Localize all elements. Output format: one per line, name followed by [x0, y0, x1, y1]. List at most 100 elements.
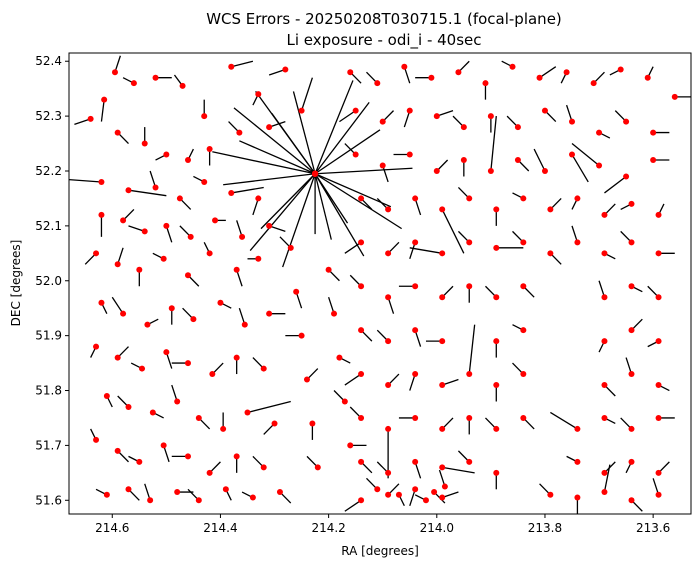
source-marker-59 — [149, 409, 156, 416]
source-marker-3 — [152, 74, 159, 81]
source-marker-49 — [93, 343, 100, 350]
error-vector-150 — [344, 241, 362, 254]
source-marker-151 — [385, 250, 392, 257]
source-marker-178 — [520, 327, 527, 334]
source-marker-114 — [352, 107, 359, 114]
source-marker-103 — [401, 63, 408, 70]
y-tick-label-2: 51.8 — [35, 384, 62, 398]
source-marker-226 — [314, 464, 321, 471]
x-tick-label-2: 214.2 — [311, 521, 345, 535]
source-marker-53 — [184, 360, 191, 367]
source-marker-70 — [206, 469, 213, 476]
source-marker-171 — [655, 294, 662, 301]
source-marker-160 — [628, 239, 635, 246]
source-marker-227 — [325, 266, 332, 273]
source-marker-164 — [412, 283, 419, 290]
source-marker-222 — [293, 288, 300, 295]
source-marker-184 — [412, 371, 419, 378]
x-tick-label-5: 213.6 — [636, 521, 670, 535]
source-marker-206 — [466, 458, 473, 465]
source-marker-176 — [466, 371, 473, 378]
source-marker-19 — [125, 187, 132, 194]
source-marker-219 — [628, 497, 635, 504]
source-marker-231 — [347, 442, 354, 449]
error-vector-83 — [260, 173, 316, 230]
source-marker-127 — [379, 162, 386, 169]
source-marker-215 — [439, 494, 446, 501]
source-marker-65 — [93, 436, 100, 443]
source-marker-38 — [206, 250, 213, 257]
source-marker-6 — [228, 63, 235, 70]
error-vector-92 — [314, 80, 354, 174]
source-marker-143 — [493, 206, 500, 213]
source-marker-221 — [287, 244, 294, 251]
error-vector-84 — [314, 173, 365, 257]
source-marker-117 — [433, 113, 440, 120]
source-marker-105 — [455, 69, 462, 76]
source-marker-150 — [358, 239, 365, 246]
source-marker-119 — [487, 113, 494, 120]
error-vector-99 — [314, 173, 349, 224]
source-marker-63 — [244, 409, 251, 416]
error-vector-94 — [314, 173, 402, 230]
source-marker-216 — [547, 491, 554, 498]
source-marker-68 — [160, 442, 167, 449]
source-marker-139 — [385, 206, 392, 213]
source-marker-182 — [358, 371, 365, 378]
source-marker-196 — [493, 425, 500, 432]
source-marker-200 — [628, 425, 635, 432]
source-marker-236 — [441, 483, 448, 490]
source-marker-218 — [601, 489, 608, 496]
source-marker-186 — [493, 382, 500, 389]
source-marker-195 — [466, 414, 473, 421]
error-vector-6 — [231, 60, 254, 68]
source-marker-180 — [628, 327, 635, 334]
error-vector-96 — [314, 102, 370, 175]
error-vector-176 — [468, 324, 476, 375]
source-marker-48 — [266, 310, 273, 317]
error-vector-100 — [255, 91, 316, 175]
error-vector-205 — [442, 466, 475, 474]
source-marker-162 — [358, 283, 365, 290]
source-marker-145 — [547, 206, 554, 213]
source-marker-112 — [644, 74, 651, 81]
source-marker-35 — [136, 266, 143, 273]
source-marker-71 — [233, 453, 240, 460]
source-marker-234 — [422, 497, 429, 504]
x-tick-label-3: 214.0 — [420, 521, 454, 535]
source-marker-125 — [650, 129, 657, 136]
source-marker-230 — [341, 398, 348, 405]
x-axis-label: RA [degrees] — [341, 544, 419, 558]
y-tick-label-7: 52.3 — [35, 109, 62, 123]
source-marker-136 — [623, 173, 630, 180]
x-tick-label-0: 214.6 — [95, 521, 129, 535]
error-vector-0 — [100, 99, 105, 122]
source-marker-56 — [260, 365, 267, 372]
source-marker-115 — [379, 118, 386, 125]
source-marker-210 — [628, 458, 635, 465]
y-tick-label-5: 52.1 — [35, 219, 62, 233]
source-marker-57 — [103, 393, 110, 400]
source-marker-77 — [195, 497, 202, 504]
plot-frame — [68, 52, 692, 515]
source-marker-126 — [352, 151, 359, 158]
y-axis: 51.6 51.7 51.8 51.9 52.0 52.1 52.2 52.3 52.4 — [35, 54, 69, 507]
source-marker-13 — [163, 151, 170, 158]
source-marker-40 — [255, 255, 262, 262]
source-marker-204 — [412, 458, 419, 465]
y-axis-label: DEC [degrees] — [9, 240, 23, 327]
error-vector-93 — [249, 173, 316, 251]
source-marker-42 — [120, 310, 127, 317]
source-marker-124 — [623, 118, 630, 125]
source-marker-168 — [520, 283, 527, 290]
source-marker-223 — [298, 332, 305, 339]
source-marker-17 — [266, 124, 273, 131]
source-marker-20 — [152, 184, 159, 191]
source-marker-23 — [228, 189, 235, 196]
source-marker-73 — [103, 491, 110, 498]
source-marker-113 — [671, 93, 678, 100]
source-marker-15 — [206, 146, 213, 153]
source-marker-55 — [233, 354, 240, 361]
source-marker-232 — [374, 486, 381, 493]
source-marker-138 — [358, 195, 365, 202]
